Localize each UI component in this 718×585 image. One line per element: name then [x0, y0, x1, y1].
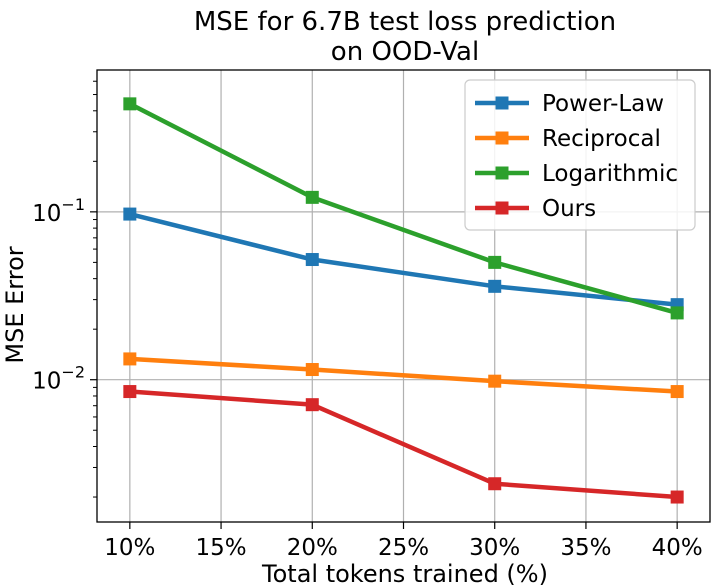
y-axis-label: MSE Error: [1, 246, 29, 363]
data-point-ours: [488, 477, 502, 491]
x-tick-label: 20%: [287, 535, 338, 561]
chart-title-line-2: on OOD-Val: [331, 37, 479, 67]
legend-marker-power-law: [495, 96, 509, 110]
x-tick-label: 30%: [469, 535, 520, 561]
legend-box: [464, 79, 696, 231]
data-point-logarithmic: [670, 306, 684, 320]
data-point-ours: [305, 398, 319, 412]
legend-marker-ours: [495, 201, 509, 215]
data-point-reciprocal: [488, 374, 502, 388]
series-line-ours: [129, 389, 678, 500]
y-tick-label: 10−2: [32, 363, 85, 395]
minor-ticks: [93, 80, 97, 498]
x-tick-label: 35%: [560, 535, 611, 561]
legend-label-power-law: Power-Law: [542, 91, 664, 117]
data-point-power-law: [123, 207, 137, 221]
x-tick-label: 40%: [652, 535, 703, 561]
chart-title-line-1: MSE for 6.7B test loss prediction: [194, 7, 616, 37]
legend-label-reciprocal: Reciprocal: [542, 126, 661, 152]
data-point-logarithmic: [488, 255, 502, 269]
series-line-logarithmic: [128, 101, 678, 316]
data-point-reciprocal: [670, 385, 684, 399]
series-line-power-law: [129, 211, 678, 307]
legend-label-logarithmic: Logarithmic: [542, 161, 678, 187]
legend-marker-reciprocal: [495, 131, 509, 145]
x-axis-label: Total tokens trained (%): [261, 560, 548, 585]
legend: Power-Law Reciprocal Logarithmic Ours: [464, 79, 696, 231]
legend-label-ours: Ours: [542, 196, 596, 222]
data-point-ours: [123, 385, 137, 399]
plot-frame: [96, 69, 711, 523]
series-line-reciprocal: [129, 356, 678, 394]
data-point-ours: [670, 490, 684, 504]
x-tick-label: 15%: [195, 535, 246, 561]
data-point-reciprocal: [123, 352, 137, 366]
data-point-logarithmic: [123, 97, 137, 111]
data-point-logarithmic: [305, 190, 319, 204]
legend-marker-logarithmic: [495, 166, 509, 180]
series-layer: [123, 97, 684, 504]
y-tick-label: 10−1: [32, 195, 85, 227]
data-point-reciprocal: [305, 363, 319, 377]
x-tick-label: 10%: [104, 535, 155, 561]
data-point-power-law: [488, 279, 502, 293]
data-point-power-law: [305, 253, 319, 267]
axis-layer: 10% 15% 20% 25% 30% 35% 40% 10−2 10−1: [32, 69, 711, 561]
x-tick-label: 25%: [378, 535, 429, 561]
